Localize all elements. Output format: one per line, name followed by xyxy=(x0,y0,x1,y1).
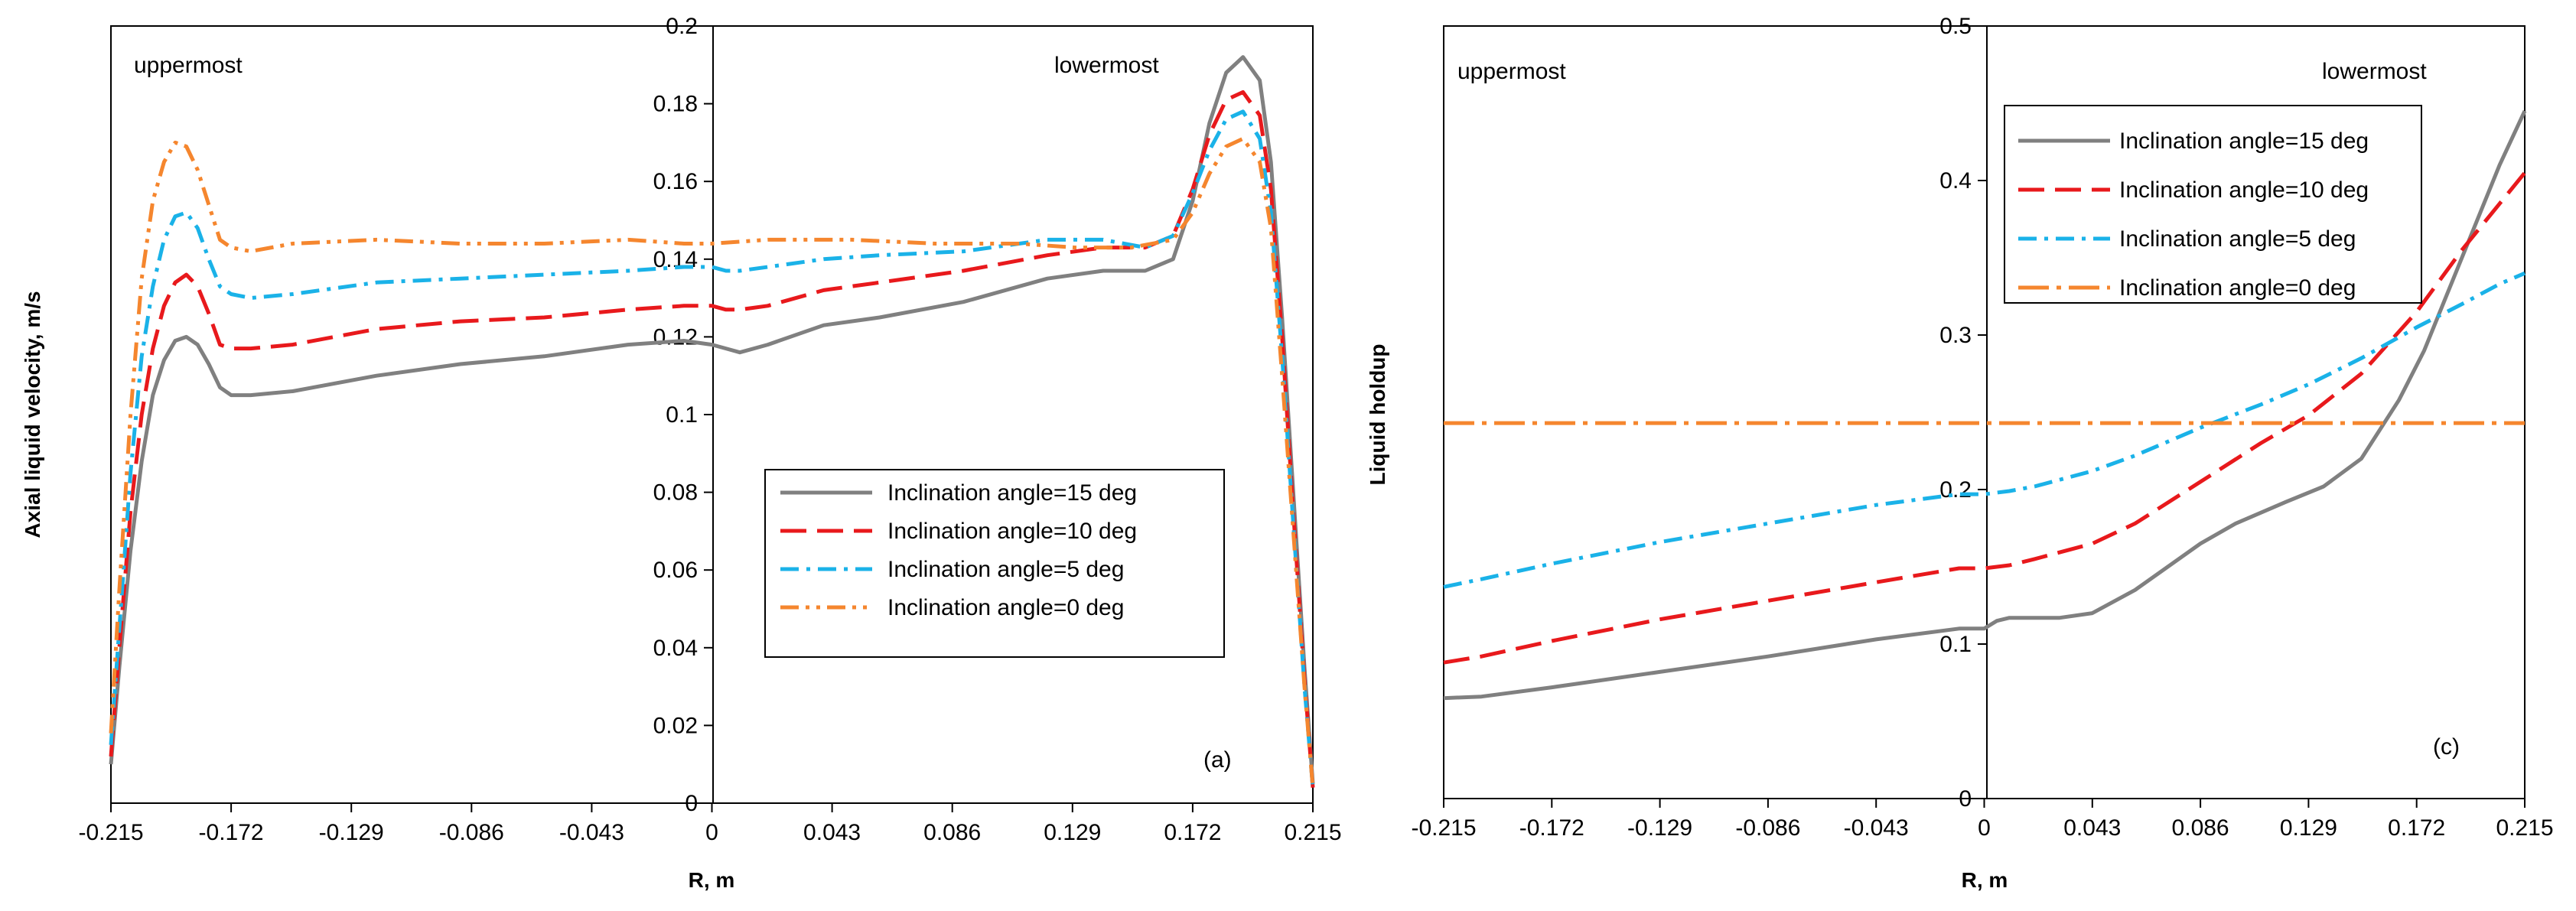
x-tick-label: -0.172 xyxy=(199,820,264,845)
panel-label: (a) xyxy=(1203,747,1232,773)
series-line-2 xyxy=(1443,171,2526,665)
x-tick-label: -0.172 xyxy=(1519,815,1584,841)
series-line-1 xyxy=(109,55,1315,784)
legend-label-4: Inclination angle=0 deg xyxy=(2119,275,2356,301)
x-tick-label: 0.129 xyxy=(1044,820,1101,845)
y-tick-label: 0.06 xyxy=(653,558,698,583)
x-tick-label: -0.215 xyxy=(78,820,143,845)
x-tick-label: 0.086 xyxy=(923,820,981,845)
x-tick-label: -0.043 xyxy=(1844,815,1909,841)
y-tick-label: 0.04 xyxy=(653,636,698,661)
panel-label: (c) xyxy=(2433,734,2460,760)
y-tick-label: 0.4 xyxy=(1939,168,1972,194)
chart-panel-c: 0 0.1 0.2 0.3 0.4 0.5 -0.215 -0.172 -0.129 -0.086… xyxy=(1366,14,2554,892)
x-axis-title: R, m xyxy=(1962,868,2008,892)
legend-box xyxy=(2004,105,2422,304)
x-tick-label: 0.129 xyxy=(2280,815,2337,841)
x-tick-label: -0.215 xyxy=(1411,815,1476,841)
y-tick-label: 0.02 xyxy=(653,713,698,738)
legend-box xyxy=(764,469,1225,658)
y-tick-label: 0 xyxy=(685,791,698,816)
x-tick-label: 0.172 xyxy=(2388,815,2445,841)
x-axis-title: R, m xyxy=(689,868,735,892)
legend-label-2: Inclination angle=10 deg xyxy=(2119,177,2369,203)
series-line-1 xyxy=(1443,110,2527,701)
x-tick-label: 0.215 xyxy=(1284,820,1341,845)
legend-label-1: Inclination angle=15 deg xyxy=(2119,129,2369,154)
series-line-4 xyxy=(109,136,1315,788)
legend-label-2: Inclination angle=10 deg xyxy=(887,519,1137,544)
y-tick-label: 0.3 xyxy=(1939,323,1972,348)
series-line-3 xyxy=(109,109,1315,788)
x-tick-label: 0.086 xyxy=(2172,815,2229,841)
x-tick-label: 0.172 xyxy=(1164,820,1221,845)
x-tick-label: -0.086 xyxy=(439,820,504,845)
y-tick-label: 0.18 xyxy=(653,92,698,117)
series-line-2 xyxy=(109,89,1315,788)
annotation-uppermost: uppermost xyxy=(134,53,243,78)
x-tick-label: -0.086 xyxy=(1735,815,1800,841)
y-tick-label: 0.12 xyxy=(653,324,698,350)
chart-panel-a: 00.020.040.060.080.10.120.140.160.180.2-… xyxy=(21,14,1342,892)
legend-label-1: Inclination angle=15 deg xyxy=(887,480,1137,506)
y-tick-label: 0.1 xyxy=(1939,632,1972,657)
x-tick-label: -0.043 xyxy=(559,820,624,845)
series-line-3 xyxy=(1443,271,2526,589)
y-tick-label: 0.08 xyxy=(653,480,698,506)
x-tick-label: 0.215 xyxy=(2496,815,2553,841)
y-tick-label: 0 xyxy=(1959,786,1972,812)
x-tick-label: 0 xyxy=(1978,815,1991,841)
y-axis-title: Liquid holdup xyxy=(1366,343,1389,485)
y-tick-label: 0.2 xyxy=(666,14,698,39)
y-axis-title: Axial liquid velocity, m/s xyxy=(21,291,44,538)
annotation-lowermost: lowermost xyxy=(1054,53,1159,78)
x-tick-label: 0 xyxy=(705,820,718,845)
y-tick-label: 0.2 xyxy=(1939,477,1972,503)
x-tick-label: 0.043 xyxy=(2063,815,2121,841)
legend-label-3: Inclination angle=5 deg xyxy=(887,557,1124,582)
annotation-uppermost: uppermost xyxy=(1457,59,1566,84)
annotation-lowermost: lowermost xyxy=(2322,59,2427,84)
legend-label-4: Inclination angle=0 deg xyxy=(887,595,1124,620)
y-tick-label: 0.5 xyxy=(1939,14,1972,39)
x-tick-label: -0.129 xyxy=(1627,815,1692,841)
legend-label-3: Inclination angle=5 deg xyxy=(2119,226,2356,252)
x-tick-label: 0.043 xyxy=(803,820,861,845)
y-tick-label: 0.16 xyxy=(653,169,698,194)
y-tick-label: 0.1 xyxy=(666,402,698,428)
x-tick-label: -0.129 xyxy=(319,820,384,845)
